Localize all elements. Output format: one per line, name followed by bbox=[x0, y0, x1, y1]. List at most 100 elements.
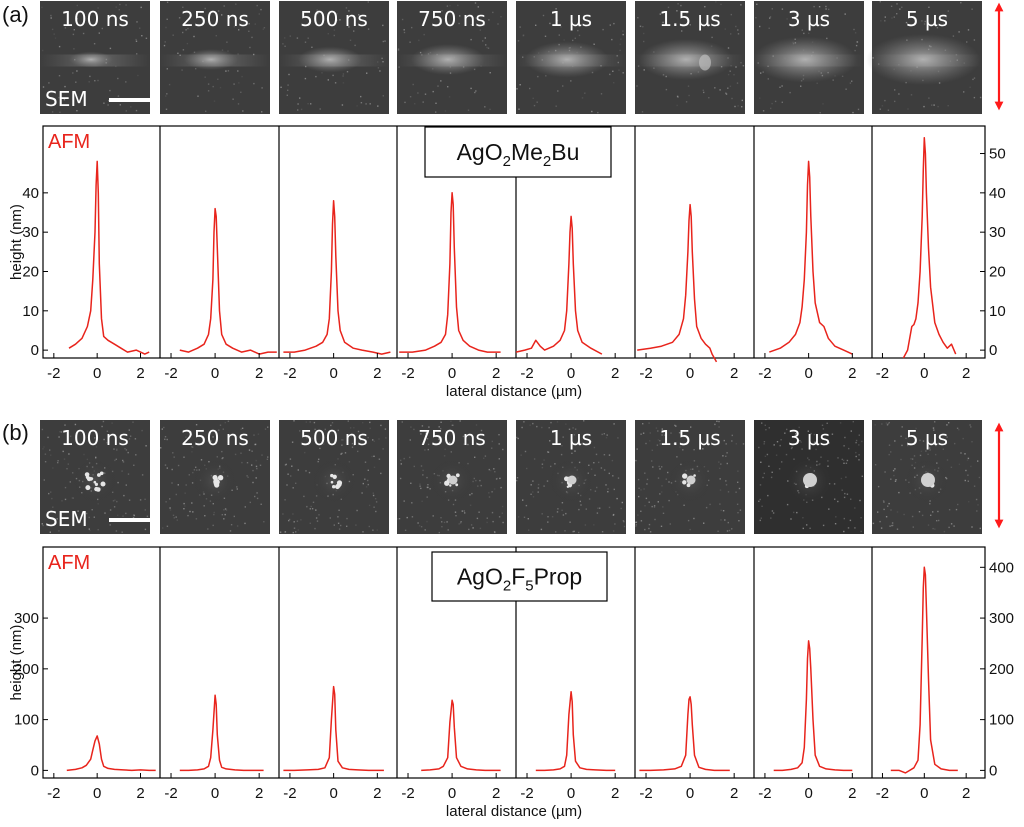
y-tick-label-right: 20 bbox=[989, 263, 1006, 280]
sem-image: 5 µs bbox=[872, 420, 982, 534]
afm-profile-line bbox=[773, 640, 853, 772]
x-tick-label: 0 bbox=[93, 365, 101, 382]
afm-profile-line bbox=[179, 207, 277, 355]
afm-profile-line bbox=[399, 192, 501, 353]
y-tick-label: 200 bbox=[14, 661, 39, 678]
x-tick-label: 2 bbox=[848, 785, 856, 802]
x-tick-label: -2 bbox=[283, 365, 296, 382]
sem-image: 5 µs bbox=[866, 1, 982, 114]
x-tick-label: 0 bbox=[211, 785, 219, 802]
afm-label: AFM bbox=[48, 552, 90, 574]
frame-time-label: 3 µs bbox=[788, 7, 830, 31]
frame-time-label: 750 ns bbox=[418, 426, 486, 450]
x-tick-label: 2 bbox=[373, 785, 381, 802]
afm-profile-line bbox=[639, 696, 730, 772]
afm-plot: -2 0 2 -2 0 2 -2 0 2 -2 0 2 -2 0 2 -2 0 2 -2 0 2 -2 0 201020304… bbox=[8, 125, 1006, 400]
afm-profile-line bbox=[66, 735, 156, 772]
frame-time-label: 1.5 µs bbox=[659, 426, 720, 450]
sem-image: 3 µs bbox=[754, 420, 864, 534]
x-tick-label: 0 bbox=[448, 365, 456, 382]
x-tick-label: 0 bbox=[686, 785, 694, 802]
frame-time-label: 1 µs bbox=[550, 426, 592, 450]
x-tick-label: 0 bbox=[804, 785, 812, 802]
y-axis-label: height (nm) bbox=[8, 625, 25, 701]
x-tick-label: 0 bbox=[567, 365, 575, 382]
x-tick-label: 2 bbox=[848, 365, 856, 382]
x-tick-label: 2 bbox=[492, 365, 500, 382]
sem-image: 250 ns bbox=[160, 1, 270, 114]
y-tick-label: 20 bbox=[22, 263, 39, 280]
x-tick-label: 0 bbox=[804, 365, 812, 382]
y-tick-label: 40 bbox=[22, 185, 39, 202]
y-tick-label: 30 bbox=[22, 224, 39, 241]
afm-profile-line bbox=[283, 199, 391, 355]
afm-label: AFM bbox=[48, 131, 90, 153]
y-tick-label-right: 400 bbox=[989, 559, 1014, 576]
y-tick-label: 10 bbox=[22, 303, 39, 320]
x-tick-label: 2 bbox=[611, 365, 619, 382]
x-tick-label: -2 bbox=[283, 785, 296, 802]
x-tick-label: 2 bbox=[373, 365, 381, 382]
sample-name: AgO2Me2Bu bbox=[457, 139, 580, 170]
scale-bar bbox=[109, 98, 151, 102]
x-tick-label: -2 bbox=[758, 785, 771, 802]
x-tick-label: 0 bbox=[920, 365, 928, 382]
x-tick-label: 2 bbox=[962, 785, 970, 802]
x-tick-label: 0 bbox=[920, 785, 928, 802]
sem-image: 750 ns bbox=[397, 420, 507, 534]
frame-time-label: 5 µs bbox=[906, 426, 948, 450]
plot-frame bbox=[42, 546, 986, 779]
y-tick-label: 100 bbox=[14, 712, 39, 729]
frame-time-label: 250 ns bbox=[181, 7, 249, 31]
sem-image: 1.5 µs bbox=[635, 420, 745, 534]
afm-profile-line bbox=[890, 566, 958, 774]
frame-time-label: 1 µs bbox=[550, 7, 592, 31]
y-tick-label-right: 10 bbox=[989, 303, 1006, 320]
y-tick-label-right: 0 bbox=[989, 762, 997, 779]
sem-image: 100 ns bbox=[40, 1, 150, 114]
y-axis-label: height (nm) bbox=[8, 204, 25, 280]
frame-time-label: 500 ns bbox=[300, 7, 368, 31]
y-tick-label-right: 40 bbox=[989, 185, 1006, 202]
x-tick-label: -2 bbox=[639, 785, 652, 802]
y-tick-label: 0 bbox=[31, 762, 39, 779]
x-tick-label: 2 bbox=[611, 785, 619, 802]
x-tick-label: 0 bbox=[686, 365, 694, 382]
x-tick-label: 2 bbox=[492, 785, 500, 802]
x-tick-label: 0 bbox=[448, 785, 456, 802]
frame-time-label: 1.5 µs bbox=[659, 7, 720, 31]
y-tick-label: 300 bbox=[14, 610, 39, 627]
x-tick-label: 2 bbox=[136, 785, 144, 802]
frame-time-label: 250 ns bbox=[181, 426, 249, 450]
y-tick-label-right: 50 bbox=[989, 146, 1006, 163]
sample-name-box: AgO2F5Prop bbox=[431, 551, 608, 602]
sem-image: 500 ns bbox=[279, 1, 389, 114]
sample-name-box: AgO2Me2Bu bbox=[424, 126, 612, 178]
sem-image: 500 ns bbox=[279, 420, 389, 534]
x-tick-label: -2 bbox=[758, 365, 771, 382]
sem-image: 1 µs bbox=[516, 420, 626, 534]
sem-image: 750 ns bbox=[397, 1, 507, 114]
y-tick-label-right: 300 bbox=[989, 610, 1014, 627]
x-tick-label: -2 bbox=[47, 785, 60, 802]
frame-time-label: 750 ns bbox=[418, 7, 486, 31]
sem-label: SEM bbox=[45, 87, 88, 111]
x-tick-label: -2 bbox=[47, 365, 60, 382]
afm-profile-line bbox=[769, 160, 853, 355]
sem-image: 1 µs bbox=[516, 1, 626, 114]
afm-profile-line bbox=[179, 694, 264, 772]
frame-time-label: 3 µs bbox=[788, 426, 830, 450]
sample-name: AgO2F5Prop bbox=[457, 564, 582, 595]
frame-time-label: 100 ns bbox=[61, 7, 129, 31]
x-tick-label: -2 bbox=[520, 785, 533, 802]
x-tick-label: -2 bbox=[164, 365, 177, 382]
frame-time-label: 5 µs bbox=[906, 7, 948, 31]
x-axis-label: lateral distance (µm) bbox=[446, 383, 582, 400]
x-tick-label: 0 bbox=[93, 785, 101, 802]
afm-profile-line bbox=[637, 203, 718, 363]
plot-frame bbox=[42, 125, 986, 359]
x-tick-label: 2 bbox=[730, 365, 738, 382]
x-tick-label: 0 bbox=[329, 365, 337, 382]
x-tick-label: 0 bbox=[567, 785, 575, 802]
